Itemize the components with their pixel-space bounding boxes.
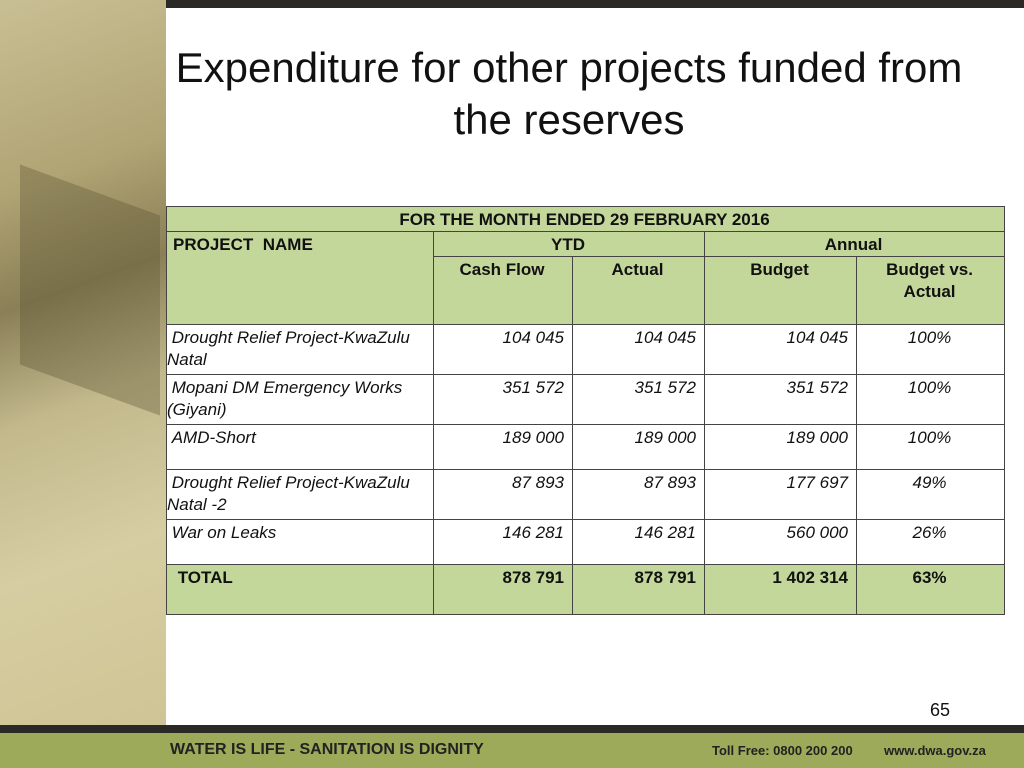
header-cell: Budget: [704, 256, 857, 325]
amount-cell: 63%: [855, 564, 1006, 615]
footer-phone: Toll Free: 0800 200 200: [712, 743, 853, 758]
header-cell: YTD: [433, 231, 705, 257]
header-cell: Cash Flow: [433, 256, 573, 325]
project-name: AMD-Short: [166, 424, 434, 470]
table-row: Drought Relief Project-KwaZulu Natal 104 …: [166, 324, 1006, 375]
amount-cell: 878 791: [433, 564, 573, 615]
footer-bar: [0, 725, 1024, 733]
footer: WATER IS LIFE - SANITATION IS DIGNITY To…: [0, 733, 1024, 768]
slide-title: Expenditure for other projects funded fr…: [175, 44, 963, 143]
table-row: AMD-Short 189 000 189 000 189 000 100%: [166, 424, 1006, 470]
amount-cell: 87 893: [433, 469, 573, 520]
table-caption: FOR THE MONTH ENDED 29 FEBRUARY 2016: [165, 206, 1006, 232]
project-name: War on Leaks: [166, 519, 434, 565]
amount-cell: 100%: [855, 374, 1006, 425]
footer-slogan: WATER IS LIFE - SANITATION IS DIGNITY: [170, 741, 484, 758]
amount-cell: 146 281: [433, 519, 573, 565]
amount-cell: 146 281: [572, 519, 705, 565]
side-shadow: [20, 164, 160, 416]
project-name: TOTAL: [166, 564, 434, 615]
header-cell: Budget vs. Actual: [855, 256, 1006, 325]
header-cell: Annual: [703, 231, 1006, 257]
page-number: 65: [930, 700, 951, 720]
table-row: Drought Relief Project-KwaZulu Natal -2 8…: [166, 469, 1006, 520]
amount-cell: 351 572: [704, 374, 857, 425]
footer-website: www.dwa.gov.za: [884, 743, 986, 758]
total-row: TOTAL 878 791 878 791 1 402 314 63%: [166, 564, 1006, 615]
amount-cell: 878 791: [572, 564, 705, 615]
project-name: Drought Relief Project-KwaZulu Natal: [166, 324, 434, 375]
amount-cell: 351 572: [433, 374, 573, 425]
amount-cell: 104 045: [433, 324, 573, 375]
project-name: Mopani DM Emergency Works (Giyani): [166, 374, 434, 425]
project-name: Drought Relief Project-KwaZulu Natal -2: [166, 469, 434, 520]
table-row: Mopani DM Emergency Works (Giyani) 351 57…: [166, 374, 1006, 425]
amount-cell: 351 572: [572, 374, 705, 425]
side-image: [0, 0, 166, 725]
expenditure-table: FOR THE MONTH ENDED 29 FEBRUARY 2016 PRO…: [165, 206, 1006, 615]
amount-cell: 189 000: [704, 424, 857, 470]
top-bar: [0, 0, 1024, 8]
amount-cell: 1 402 314: [704, 564, 857, 615]
amount-cell: 104 045: [572, 324, 705, 375]
header-cell: Actual: [572, 256, 705, 325]
amount-cell: 104 045: [704, 324, 857, 375]
header-cell: PROJECT NAME: [166, 231, 434, 325]
amount-cell: 177 697: [704, 469, 857, 520]
table-row: War on Leaks 146 281 146 281 560 000 26%: [166, 519, 1006, 565]
amount-cell: 100%: [855, 424, 1006, 470]
amount-cell: 100%: [855, 324, 1006, 375]
amount-cell: 560 000: [704, 519, 857, 565]
amount-cell: 189 000: [433, 424, 573, 470]
amount-cell: 189 000: [572, 424, 705, 470]
amount-cell: 26%: [855, 519, 1006, 565]
amount-cell: 87 893: [572, 469, 705, 520]
amount-cell: 49%: [855, 469, 1006, 520]
